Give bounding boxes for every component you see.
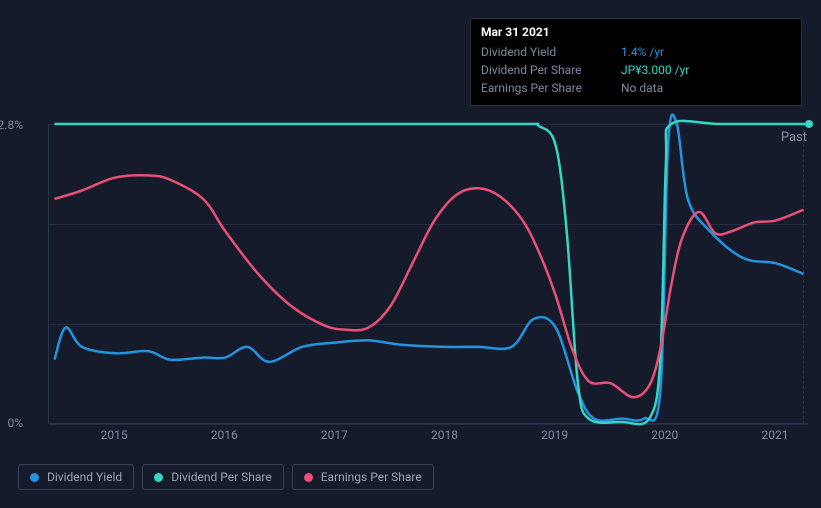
tooltip-value: 1.4% /yr: [621, 45, 664, 59]
legend-label: Dividend Per Share: [171, 470, 272, 484]
legend-dot-icon: [154, 473, 163, 482]
tooltip-label: Earnings Per Share: [481, 81, 621, 95]
line-series-svg: [49, 124, 809, 424]
legend-dot-icon: [30, 473, 39, 482]
tooltip-row: Dividend Per Share JP¥3.000 /yr: [481, 61, 791, 79]
x-tick-label: 2015: [101, 428, 128, 442]
x-axis: 2015 2016 2017 2018 2019 2020 2021: [48, 428, 808, 448]
tooltip-row: Dividend Yield 1.4% /yr: [481, 43, 791, 61]
y-tick-label: 2.8%: [0, 118, 23, 132]
x-tick-label: 2020: [651, 428, 678, 442]
x-tick-label: 2017: [321, 428, 348, 442]
legend-label: Earnings Per Share: [321, 470, 422, 484]
x-tick-label: 2018: [431, 428, 458, 442]
gridline: [49, 424, 808, 425]
series-end-marker: [805, 120, 813, 128]
legend-item-dividend-yield[interactable]: Dividend Yield: [18, 464, 134, 490]
plot-area[interactable]: [48, 124, 808, 424]
series-line: [55, 121, 809, 424]
chart-legend: Dividend Yield Dividend Per Share Earnin…: [18, 464, 434, 490]
tooltip-label: Dividend Per Share: [481, 63, 621, 77]
legend-label: Dividend Yield: [47, 470, 122, 484]
x-tick-label: 2021: [761, 428, 788, 442]
legend-dot-icon: [304, 473, 313, 482]
tooltip-value: JP¥3.000 /yr: [621, 63, 689, 77]
tooltip-row: Earnings Per Share No data: [481, 79, 791, 97]
series-line: [55, 115, 804, 421]
tooltip-value: No data: [621, 81, 663, 95]
chart-tooltip: Mar 31 2021 Dividend Yield 1.4% /yr Divi…: [470, 18, 802, 106]
y-tick-label: 0%: [0, 416, 23, 430]
x-tick-label: 2016: [211, 428, 238, 442]
tooltip-label: Dividend Yield: [481, 45, 621, 59]
tooltip-date: Mar 31 2021: [481, 25, 791, 43]
dividend-chart: 2.8% 0% Past 2015 2016 2017 2018 2019 2020 202…: [0, 100, 821, 460]
legend-item-dividend-per-share[interactable]: Dividend Per Share: [142, 464, 284, 490]
legend-item-earnings-per-share[interactable]: Earnings Per Share: [292, 464, 434, 490]
x-tick-label: 2019: [541, 428, 568, 442]
past-label: Past: [781, 130, 807, 145]
